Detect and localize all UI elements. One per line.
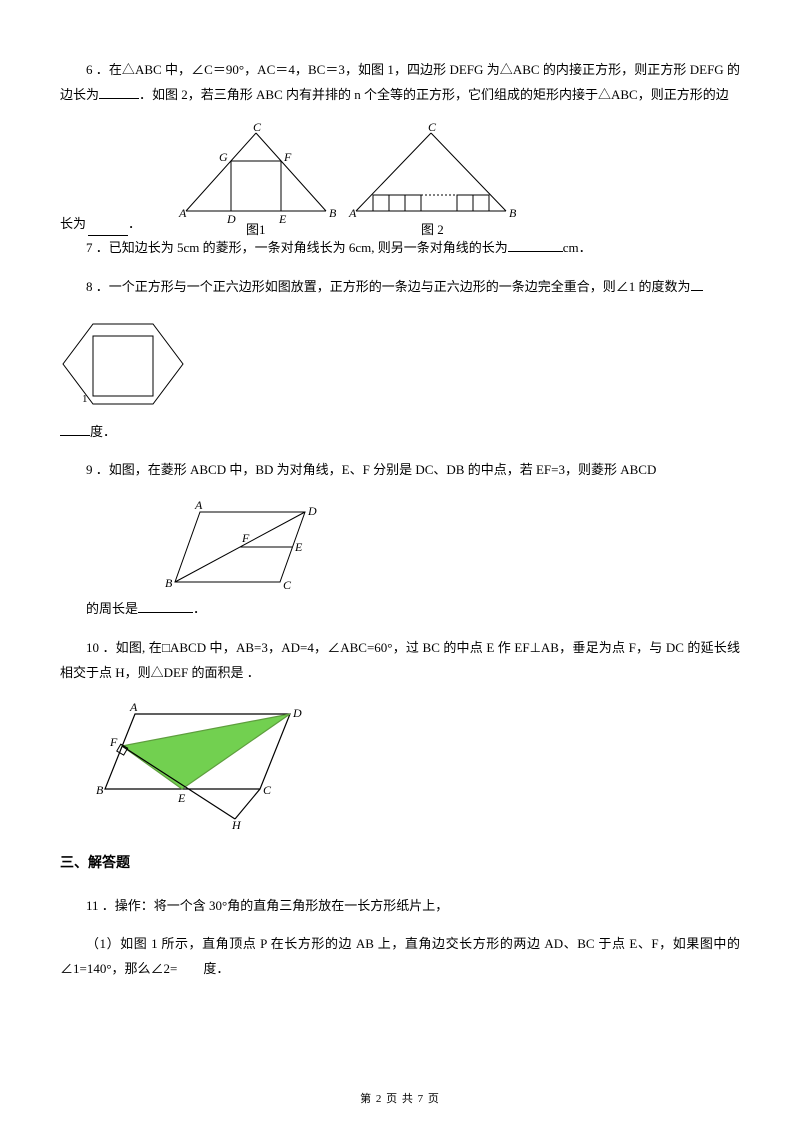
q10-C: C bbox=[263, 783, 272, 797]
q9-F: F bbox=[241, 531, 250, 545]
q6-blank1 bbox=[99, 86, 139, 99]
q6-fig2-svg: A B C 图 2 bbox=[341, 121, 521, 236]
q6-fig1-svg: A B C D E F G 图1 bbox=[171, 121, 341, 236]
q8-text1: 8 ．一个正方形与一个正六边形如图放置，正方形的一条边与正六边形的一条边完全重合… bbox=[86, 279, 691, 294]
q9-B: B bbox=[165, 576, 173, 590]
q6-text3-suffix: ． bbox=[128, 212, 141, 237]
q8-angle-label: 1 bbox=[82, 393, 88, 405]
q7-text1: 7 ．已知边长为 5cm 的菱形，一条对角线长为 6cm, 则另一条对角线的长为 bbox=[86, 240, 508, 255]
q10-text: 10 ．如图, 在□ABCD 中，AB=3，AD=4，∠ABC=60°，过 BC… bbox=[60, 636, 740, 685]
q10-text1: 10 ．如图, 在□ABCD 中，AB=3，AD=4，∠ABC=60°，过 BC… bbox=[60, 640, 740, 680]
q6-figure-row: 长为 ． A B C D E F G 图1 A B bbox=[60, 121, 740, 236]
q9-line2: 的周长是 ． bbox=[60, 597, 740, 622]
q9-blank bbox=[138, 600, 193, 613]
q6-line1: 6 ．在△ABC 中，∠C＝90°，AC＝4，BC＝3，如图 1，四边形 DEF… bbox=[60, 58, 740, 107]
q9-text2: 的周长是 bbox=[86, 601, 138, 616]
q9-D: D bbox=[307, 504, 317, 518]
q7: 7 ．已知边长为 5cm 的菱形，一条对角线长为 6cm, 则另一条对角线的长为… bbox=[60, 236, 740, 261]
q8-line2: 度． bbox=[60, 420, 740, 445]
q6-f1-B: B bbox=[329, 206, 337, 220]
q6-text2: ．如图 2，若三角形 ABC 内有并排的 n 个全等的正方形，它们组成的矩形内接… bbox=[139, 87, 729, 102]
q10-D: D bbox=[292, 706, 302, 720]
q8-figure: 1 bbox=[60, 314, 190, 414]
q10-F: F bbox=[109, 735, 118, 749]
q6-f2-C: C bbox=[428, 121, 437, 134]
q10-E: E bbox=[177, 791, 186, 805]
q9-text1: 9 ．如图，在菱形 ABCD 中，BD 为对角线，E、F 分别是 DC、DB 的… bbox=[86, 462, 656, 477]
q6-fig1-label: 图1 bbox=[246, 222, 266, 236]
q7-blank bbox=[508, 239, 563, 252]
q10-H: H bbox=[231, 818, 242, 829]
q6-f1-E: E bbox=[278, 212, 287, 226]
q10-A: A bbox=[129, 700, 138, 714]
q9-A: A bbox=[194, 498, 203, 512]
q6-figure2: A B C 图 2 bbox=[341, 121, 521, 236]
q6-f1-A: A bbox=[178, 206, 187, 220]
q6-blank2 bbox=[88, 223, 128, 236]
q8-fig-row: 1 bbox=[60, 314, 740, 414]
q6-fig2-label: 图 2 bbox=[421, 222, 444, 236]
q8-svg: 1 bbox=[60, 314, 190, 414]
q6-f1-F: F bbox=[283, 150, 292, 164]
q6-f2-B: B bbox=[509, 206, 517, 220]
q8-text2: 度． bbox=[90, 424, 116, 439]
q6-f1-D: D bbox=[226, 212, 236, 226]
q7-unit: cm． bbox=[563, 240, 592, 255]
q6-text3-prefix: 长为 bbox=[60, 212, 86, 237]
q9-E: E bbox=[294, 540, 303, 554]
page-footer: 第 2 页 共 7 页 bbox=[0, 1089, 800, 1110]
q6-f1-C: C bbox=[253, 121, 262, 134]
q10-B: B bbox=[96, 783, 104, 797]
q9-figure: A D B C F E bbox=[150, 497, 740, 597]
q11-text1: 11 ．操作：将一个含 30°角的直角三角形放在一长方形纸片上， bbox=[60, 894, 740, 919]
q9-svg: A D B C F E bbox=[150, 497, 340, 597]
q8-blank-tail bbox=[691, 278, 703, 291]
section-3-title: 三、解答题 bbox=[60, 851, 740, 878]
q10-svg: A D B C F E H bbox=[90, 699, 320, 829]
q6-f1-G: G bbox=[219, 150, 228, 164]
q9-line1: 9 ．如图，在菱形 ABCD 中，BD 为对角线，E、F 分别是 DC、DB 的… bbox=[60, 458, 740, 483]
q10-figure: A D B C F E H bbox=[90, 699, 740, 829]
q11-text2: （1）如图 1 所示，直角顶点 P 在长方形的边 AB 上，直角边交长方形的两边… bbox=[60, 932, 740, 981]
q9-C: C bbox=[283, 578, 292, 592]
q6-f2-A: A bbox=[348, 206, 357, 220]
q8-blank2 bbox=[60, 423, 90, 436]
q8-line1: 8 ．一个正方形与一个正六边形如图放置，正方形的一条边与正六边形的一条边完全重合… bbox=[60, 275, 740, 300]
q6-figure1: A B C D E F G 图1 bbox=[171, 121, 341, 236]
q9-text3: ． bbox=[193, 601, 206, 616]
